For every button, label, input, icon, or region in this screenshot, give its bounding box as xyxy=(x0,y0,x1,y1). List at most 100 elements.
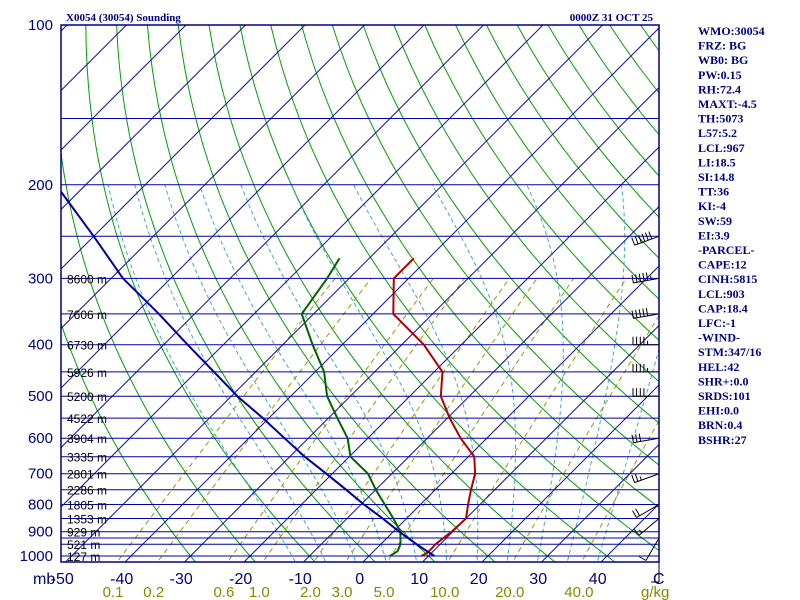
mixing-ratio-label: 40.0 xyxy=(564,584,593,600)
index-item: WMO:30054 xyxy=(698,24,765,38)
sounding-profiles xyxy=(61,190,477,557)
wind-barbs xyxy=(631,231,660,583)
height-label: 7606 m xyxy=(67,308,107,322)
isotherm-0 xyxy=(362,265,659,562)
isotherm--30 xyxy=(183,86,659,562)
height-label: 521 m xyxy=(67,538,100,552)
wind-barb-flag xyxy=(638,235,642,243)
chart-title-right: 0000Z 31 OCT 25 xyxy=(570,12,654,24)
isotherm--90 xyxy=(61,25,365,330)
isotherm--10 xyxy=(302,205,659,562)
dry-adiabat-110 xyxy=(455,25,659,300)
height-label: 1805 m xyxy=(67,499,107,513)
wind-barb-flag xyxy=(631,474,636,483)
temperature-label-30: 30 xyxy=(529,571,547,588)
wind-barb-flag xyxy=(635,508,641,516)
wind-barb-flag xyxy=(645,272,649,281)
index-item: CINH:5815 xyxy=(698,272,757,286)
pressure-label-900: 900 xyxy=(28,524,53,541)
mixing-ratio-label: 20.0 xyxy=(495,584,524,600)
dry-adiabat--20 xyxy=(61,148,256,562)
dry-adiabat-30 xyxy=(208,25,556,562)
wind-barb-flag xyxy=(634,473,639,482)
wind-barb-flag xyxy=(645,232,649,241)
pressure-label-600: 600 xyxy=(28,430,53,447)
mixing-ratio-labels: 0.1 0.2 0.6 1.0 2.0 3.0 5.0 10.0 20.0 40.0 xyxy=(103,584,594,600)
index-item: SHR+:0.0 xyxy=(698,374,749,388)
mixing-ratio-label: 5.0 xyxy=(374,584,395,600)
temperature-label--20: -20 xyxy=(229,571,252,588)
wind-barb-350 xyxy=(631,307,660,319)
index-item: BRN:0.4 xyxy=(698,418,742,432)
height-label: 8600 m xyxy=(67,272,107,286)
index-item: TH:5073 xyxy=(698,112,743,126)
dry-adiabat--30 xyxy=(61,322,196,562)
plot-frame xyxy=(60,24,660,563)
height-label: 5200 m xyxy=(67,390,107,404)
temperature-label-40: 40 xyxy=(589,571,607,588)
wind-barb-flag xyxy=(631,434,634,443)
wind-barb-800 xyxy=(632,504,660,518)
index-item: L57:5.2 xyxy=(698,126,737,140)
pressure-label-100: 100 xyxy=(28,17,53,34)
index-item: EHI:0.0 xyxy=(698,404,739,418)
isotherm-20 xyxy=(481,384,659,562)
index-item: HEL:42 xyxy=(698,360,739,374)
dry-adiabat-50 xyxy=(270,25,659,552)
wind-barb-half-flag xyxy=(639,476,642,481)
index-item: -PARCEL- xyxy=(698,243,754,257)
wind-barb-staff xyxy=(633,437,660,444)
wind-barb-flag xyxy=(641,233,646,242)
temperature-label--10: -10 xyxy=(289,571,312,588)
index-item: SW:59 xyxy=(698,214,732,228)
wind-barb-staff xyxy=(636,504,660,518)
wind-barb-flag xyxy=(635,274,638,283)
wind-barb-staff xyxy=(634,235,660,246)
height-label: 929 m xyxy=(67,526,100,540)
temperature-label--30: -30 xyxy=(170,571,193,588)
mixing-ratio-label: 0.2 xyxy=(143,584,164,600)
index-item: TT:36 xyxy=(698,185,729,199)
wind-barb-flag xyxy=(638,556,647,561)
isotherm-10 xyxy=(421,324,659,562)
temperature-label--50: -50 xyxy=(51,571,74,588)
index-item: BSHR:27 xyxy=(698,433,747,447)
index-item: LCL:967 xyxy=(698,141,745,155)
isotherm--40 xyxy=(124,27,659,562)
height-label: 127 m xyxy=(67,550,100,564)
wind-barb-staff xyxy=(633,277,660,284)
temperature-axis-labels: -50 -40 -30 -20 -10 0 10 20 30 40 xyxy=(51,571,607,588)
index-item: SI:14.8 xyxy=(698,170,734,184)
moist-adiabat-0 xyxy=(164,184,357,562)
wind-barb-600 xyxy=(631,433,660,444)
index-item: EI:3.9 xyxy=(698,228,730,242)
wind-barb-500 xyxy=(632,388,660,397)
pressure-unit-label: mb xyxy=(33,571,55,588)
wind-barb-flag xyxy=(648,231,653,240)
dry-adiabat-100 xyxy=(424,25,659,341)
index-item: CAPE:12 xyxy=(698,258,747,272)
mixing-ratio-line-10 xyxy=(447,278,627,562)
wind-barb-450 xyxy=(632,363,660,373)
moist-adiabat-25 xyxy=(431,184,516,562)
wind-barb-flag xyxy=(642,308,645,317)
isotherm--80 xyxy=(61,25,425,389)
isotherm--120 xyxy=(61,25,187,151)
isotherms xyxy=(61,25,659,562)
pressure-label-800: 800 xyxy=(28,497,53,514)
wind-barb-300 xyxy=(631,272,660,284)
mixing-ratio-line-20 xyxy=(512,314,659,562)
wind-barb-staff xyxy=(633,313,660,319)
profile-temperature xyxy=(392,257,477,557)
index-item: PW:0.15 xyxy=(698,68,742,82)
mixing-ratio-label: 0.1 xyxy=(103,584,124,600)
index-item: MAXT:-4.5 xyxy=(698,97,757,111)
pressure-label-400: 400 xyxy=(28,337,53,354)
index-item: SRDS:101 xyxy=(698,389,751,403)
wind-barb-400 xyxy=(632,336,660,346)
wind-barb-flag xyxy=(631,310,634,319)
moist-adiabat-15 xyxy=(290,184,448,562)
index-item: KI:-4 xyxy=(698,199,726,213)
